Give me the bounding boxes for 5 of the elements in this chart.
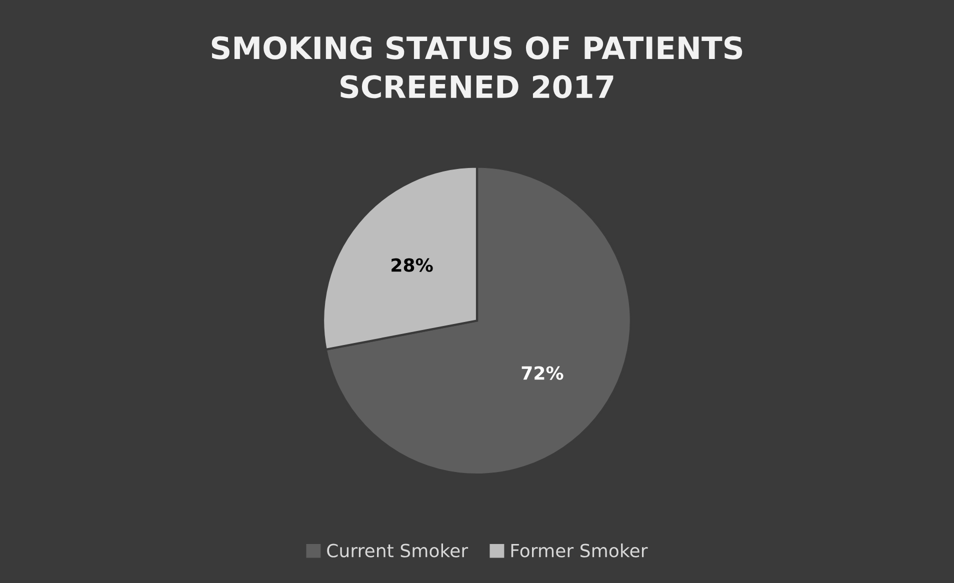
data-label: 72%: [522, 366, 564, 380]
data-label: 28%: [392, 258, 433, 272]
chart-title: SMOKING STATUS OF PATIENTS SCREENED 2017: [212, 36, 742, 98]
legend-label: Former Smoker: [511, 543, 648, 558]
legend-label: Current Smoker: [327, 543, 468, 558]
